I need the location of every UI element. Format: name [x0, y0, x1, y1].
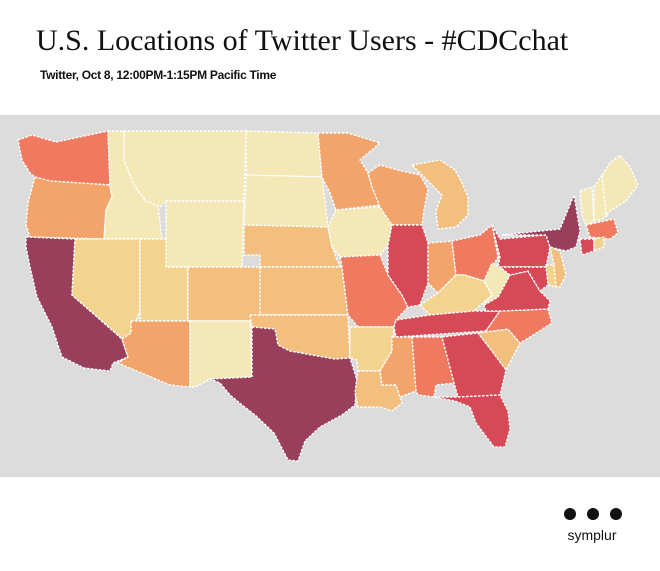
state-mn [317, 132, 381, 211]
state-tx [209, 326, 358, 462]
state-nm [189, 320, 253, 388]
state-co [187, 266, 261, 322]
state-ma [585, 218, 619, 240]
us-map-panel [0, 115, 660, 477]
state-me [601, 154, 639, 216]
state-sd [243, 174, 329, 228]
state-wa [17, 130, 111, 186]
state-in [427, 240, 457, 294]
state-ri [593, 236, 605, 252]
state-tn [393, 310, 501, 338]
state-vt [579, 186, 595, 226]
state-ia [327, 206, 393, 258]
state-il [387, 224, 429, 308]
state-wy [165, 200, 245, 268]
state-ne [243, 224, 341, 268]
us-choropleth-map [17, 130, 639, 462]
state-mt [123, 130, 247, 208]
state-fl [433, 394, 511, 448]
state-ks [259, 266, 349, 316]
state-or [25, 176, 113, 240]
map-subtitle: Twitter, Oct 8, 12:00PM-1:15PM Pacific T… [40, 68, 277, 82]
symplur-brand: symplur [560, 508, 624, 543]
state-md [499, 266, 549, 292]
state-ny [501, 194, 581, 252]
state-nh [593, 174, 609, 222]
state-pa [491, 224, 551, 268]
state-wi [367, 164, 429, 226]
map-title: U.S. Locations of Twitter Users - #CDCch… [36, 24, 569, 57]
state-wv [483, 262, 511, 306]
state-mi [411, 159, 469, 230]
state-ok [249, 314, 351, 360]
three-dots-icon [564, 508, 622, 520]
state-ct [579, 238, 595, 256]
state-nd [245, 130, 323, 178]
brand-name: symplur [567, 527, 617, 543]
